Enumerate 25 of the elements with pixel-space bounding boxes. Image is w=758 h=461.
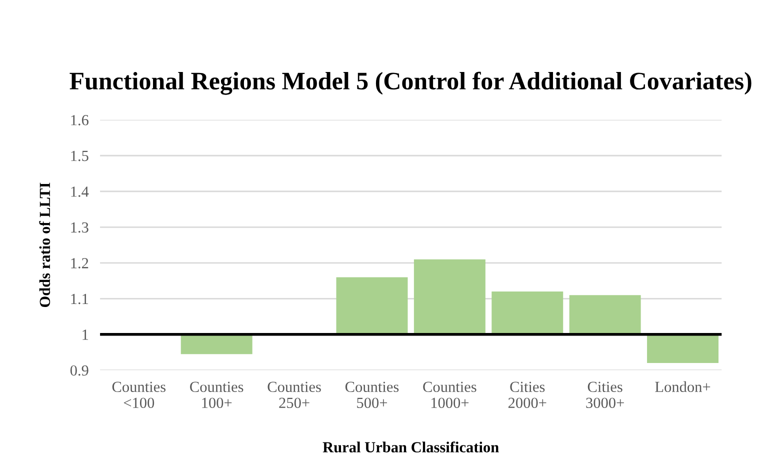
bar xyxy=(492,292,564,334)
y-tick-label: 0.9 xyxy=(70,365,88,376)
y-tick-label: 1.2 xyxy=(71,258,88,268)
y-tick-label: 1 xyxy=(82,330,88,340)
bar xyxy=(569,295,641,334)
x-tick-label: Counties 500+ xyxy=(345,382,399,408)
y-tick-label: 1.6 xyxy=(71,115,88,126)
y-tick-label: 1.4 xyxy=(71,186,89,197)
x-tick-label: London+ xyxy=(655,381,710,392)
x-tick-label: Counties 250+ xyxy=(268,382,321,408)
chart-title: Functional Regions Model 5 (Control for Additional Covariates) xyxy=(70,72,752,95)
bar xyxy=(647,334,719,364)
bar xyxy=(180,334,252,354)
x-tick-label: Cities 3000+ xyxy=(586,382,624,408)
bar xyxy=(414,259,486,334)
x-tick-label: Counties 1000+ xyxy=(423,382,476,408)
y-tick-label: 1.1 xyxy=(71,294,88,304)
x-axis-title: Rural Urban Classification xyxy=(322,442,499,452)
y-axis-title: Odds ratio of LLTI xyxy=(39,182,50,308)
x-tick-label: Counties <100 xyxy=(112,382,166,408)
x-tick-label: Cities 2000+ xyxy=(508,382,546,408)
bar xyxy=(336,277,408,334)
y-tick-label: 1.5 xyxy=(71,150,88,162)
x-tick-label: Counties 100+ xyxy=(190,382,244,408)
y-tick-label: 1.3 xyxy=(71,222,88,233)
